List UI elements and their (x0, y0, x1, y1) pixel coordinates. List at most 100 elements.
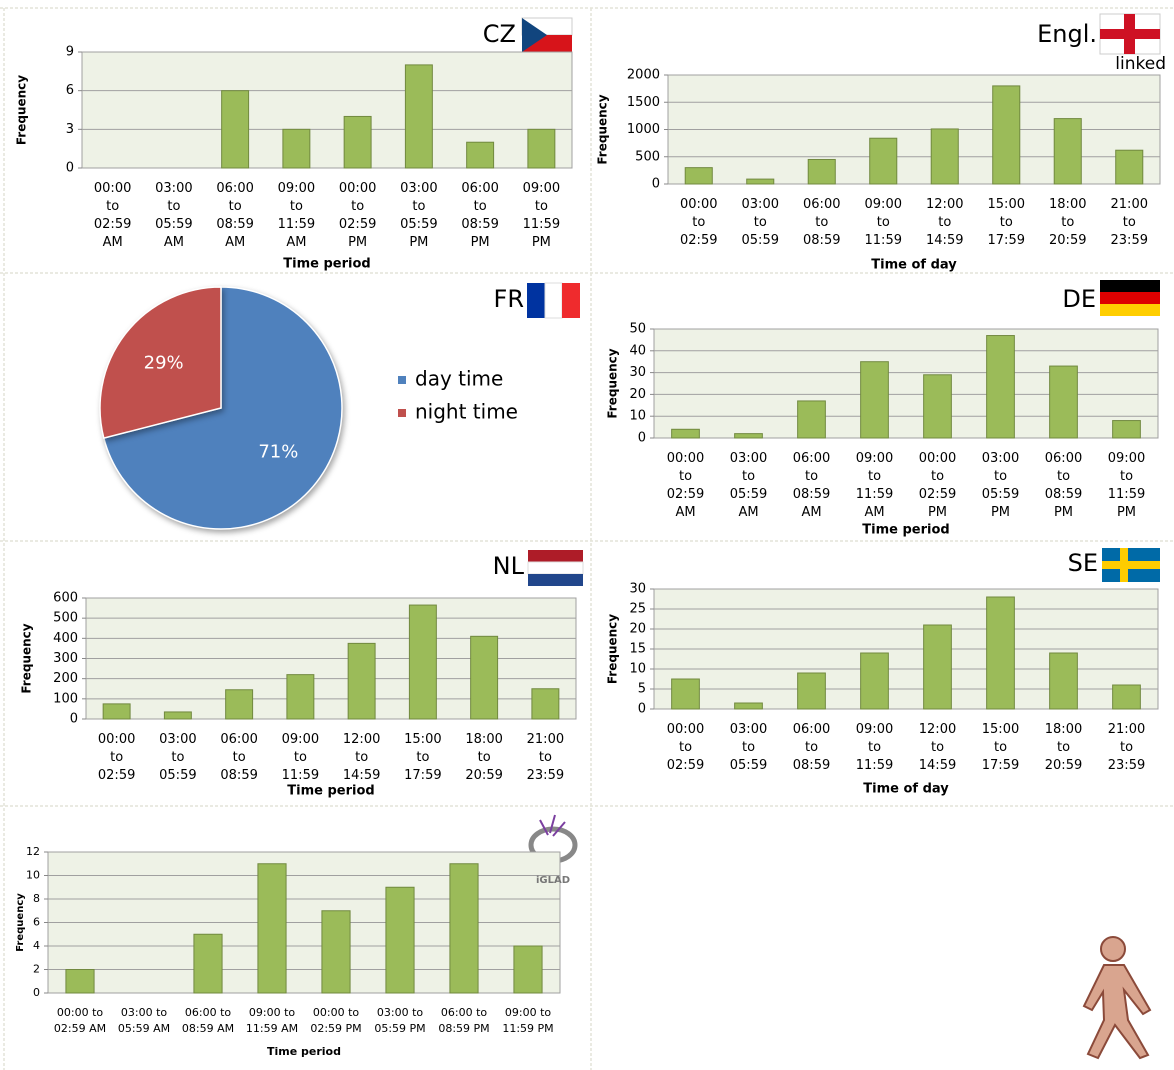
x-tick-label: 21:00 to 23:59 (527, 732, 564, 783)
x-tick-label: 03:00 to 05:59 (730, 722, 767, 773)
x-tick-label: 03:00 to 05:59 AM (730, 451, 767, 520)
pie-slice (102, 286, 343, 530)
x-tick-label: 09:00 to 11:59 AM (278, 181, 315, 250)
country-label: NL (493, 552, 525, 580)
bar (746, 178, 775, 185)
bar (321, 910, 351, 994)
y-tick-label: 10 (629, 662, 646, 677)
x-tick-label: 15:00 to 17:59 (404, 732, 441, 783)
flag-de (1100, 280, 1160, 316)
bar (282, 128, 311, 169)
pedestrian-icon (1082, 936, 1152, 1060)
bar (986, 596, 1015, 710)
x-tick-label: 18:00 to 20:59 (1045, 722, 1082, 773)
x-tick-label: 03:00 to 05:59 (159, 732, 196, 783)
bar (513, 945, 543, 994)
y-tick-label: 1500 (627, 95, 660, 110)
x-tick-label: 21:00 to 23:59 (1108, 722, 1145, 773)
legend-label: day time (415, 367, 503, 391)
bar (734, 702, 763, 710)
x-tick-label: 06:00 to 08:59 (803, 197, 840, 248)
y-tick-label: 4 (33, 939, 40, 952)
y-axis-label: Frequency (15, 893, 26, 952)
flag-england (1099, 13, 1161, 55)
x-tick-label: 06:00 to 08:59 AM (182, 1006, 234, 1035)
bar (257, 863, 287, 994)
x-tick-label: 00:00 to 02:59 PM (919, 451, 956, 520)
bar (671, 678, 700, 710)
x-tick-label: 15:00 to 17:59 (988, 197, 1025, 248)
y-tick-label: 0 (33, 986, 40, 999)
x-tick-label: 06:00 to 08:59 (220, 732, 257, 783)
y-tick-label: 0 (638, 702, 646, 717)
y-axis-label: Frequency (606, 348, 620, 418)
y-tick-label: 100 (53, 691, 78, 706)
bar (1049, 365, 1078, 439)
y-tick-label: 12 (26, 845, 40, 858)
x-tick-label: 09:00 to 11:59 (282, 732, 319, 783)
pie-value-label: 29% (144, 353, 184, 374)
bar (65, 969, 95, 994)
bar (531, 688, 560, 720)
x-tick-label: 03:00 to 05:59 (742, 197, 779, 248)
y-tick-label: 2 (33, 963, 40, 976)
x-tick-label: 21:00 to 23:59 (1111, 197, 1148, 248)
bar (797, 672, 826, 710)
y-tick-label: 50 (629, 322, 646, 337)
x-tick-label: 00:00 to 02:59 (667, 722, 704, 773)
bar (992, 85, 1021, 185)
plot-area (81, 51, 573, 169)
bar (797, 400, 826, 439)
bar (347, 642, 376, 720)
y-tick-label: 10 (629, 409, 646, 424)
y-tick-label: 0 (652, 177, 660, 192)
country-label: SE (1068, 549, 1098, 577)
y-tick-label: 9 (66, 45, 74, 60)
x-tick-label: 12:00 to 14:59 (926, 197, 963, 248)
y-tick-label: 2000 (627, 68, 660, 83)
y-tick-label: 0 (638, 431, 646, 446)
x-tick-label: 09:00 to 11:59 PM (502, 1006, 553, 1035)
y-tick-label: 5 (638, 682, 646, 697)
panel-borders (0, 7, 1174, 1070)
bar (1112, 684, 1141, 710)
x-tick-label: 09:00 to 11:59 (856, 722, 893, 773)
bar (671, 428, 700, 439)
country-label: Engl. (1037, 20, 1097, 48)
x-tick-label: 03:00 to 05:59 AM (118, 1006, 170, 1035)
country-label: DE (1062, 285, 1096, 313)
y-tick-label: 6 (66, 83, 74, 98)
x-tick-label: 06:00 to 08:59 AM (793, 451, 830, 520)
x-tick-label: 03:00 to 05:59 AM (155, 181, 192, 250)
bar (404, 64, 433, 169)
x-tick-label: 03:00 to 05:59 PM (400, 181, 437, 250)
y-tick-label: 40 (629, 343, 646, 358)
country-label: FR (494, 285, 524, 313)
x-tick-label: 09:00 to 11:59 PM (1108, 451, 1145, 520)
y-axis-label: Frequency (15, 75, 29, 145)
x-axis-label: Time of day (863, 782, 949, 797)
y-tick-label: 30 (629, 582, 646, 597)
bar (1049, 652, 1078, 710)
x-tick-label: 06:00 to 08:59 PM (461, 181, 498, 250)
y-tick-label: 1000 (627, 122, 660, 137)
logo-text: iGLAD (536, 875, 570, 886)
x-tick-label: 18:00 to 20:59 (465, 732, 502, 783)
y-tick-label: 6 (33, 916, 40, 929)
bar (986, 335, 1015, 439)
bar (807, 158, 836, 185)
bar (1112, 420, 1141, 439)
bar (449, 863, 479, 994)
bar (734, 433, 763, 439)
y-tick-label: 300 (53, 651, 78, 666)
x-axis-label: Time period (287, 784, 374, 799)
pie-value-label: 71% (258, 441, 298, 462)
bar (1115, 149, 1144, 185)
bar (860, 361, 889, 439)
bar (193, 933, 223, 994)
bar (221, 90, 250, 169)
plot-area (653, 328, 1159, 439)
x-tick-label: 12:00 to 14:59 (343, 732, 380, 783)
x-tick-label: 18:00 to 20:59 (1049, 197, 1086, 248)
x-tick-label: 09:00 to 11:59 AM (856, 451, 893, 520)
